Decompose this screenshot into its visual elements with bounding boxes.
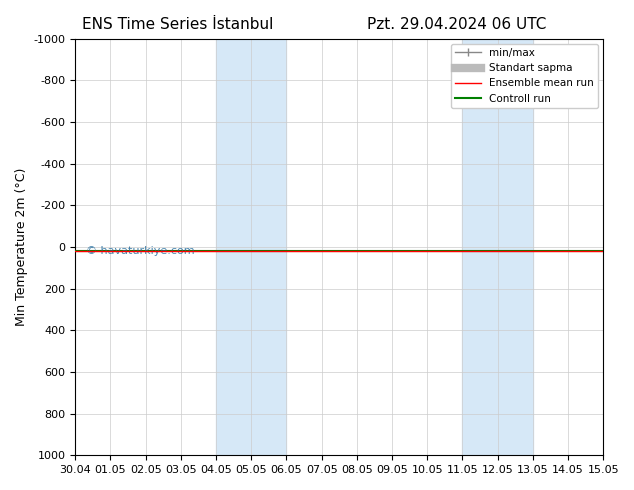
Legend: min/max, Standart sapma, Ensemble mean run, Controll run: min/max, Standart sapma, Ensemble mean r… — [451, 44, 598, 108]
Bar — [462, 39, 533, 455]
Text: Pzt. 29.04.2024 06 UTC: Pzt. 29.04.2024 06 UTC — [367, 17, 546, 32]
Y-axis label: Min Temperature 2m (°C): Min Temperature 2m (°C) — [15, 168, 28, 326]
Bar — [216, 39, 287, 455]
Text: ENS Time Series İstanbul: ENS Time Series İstanbul — [82, 17, 273, 32]
Text: © havaturkiye.com: © havaturkiye.com — [86, 246, 195, 256]
